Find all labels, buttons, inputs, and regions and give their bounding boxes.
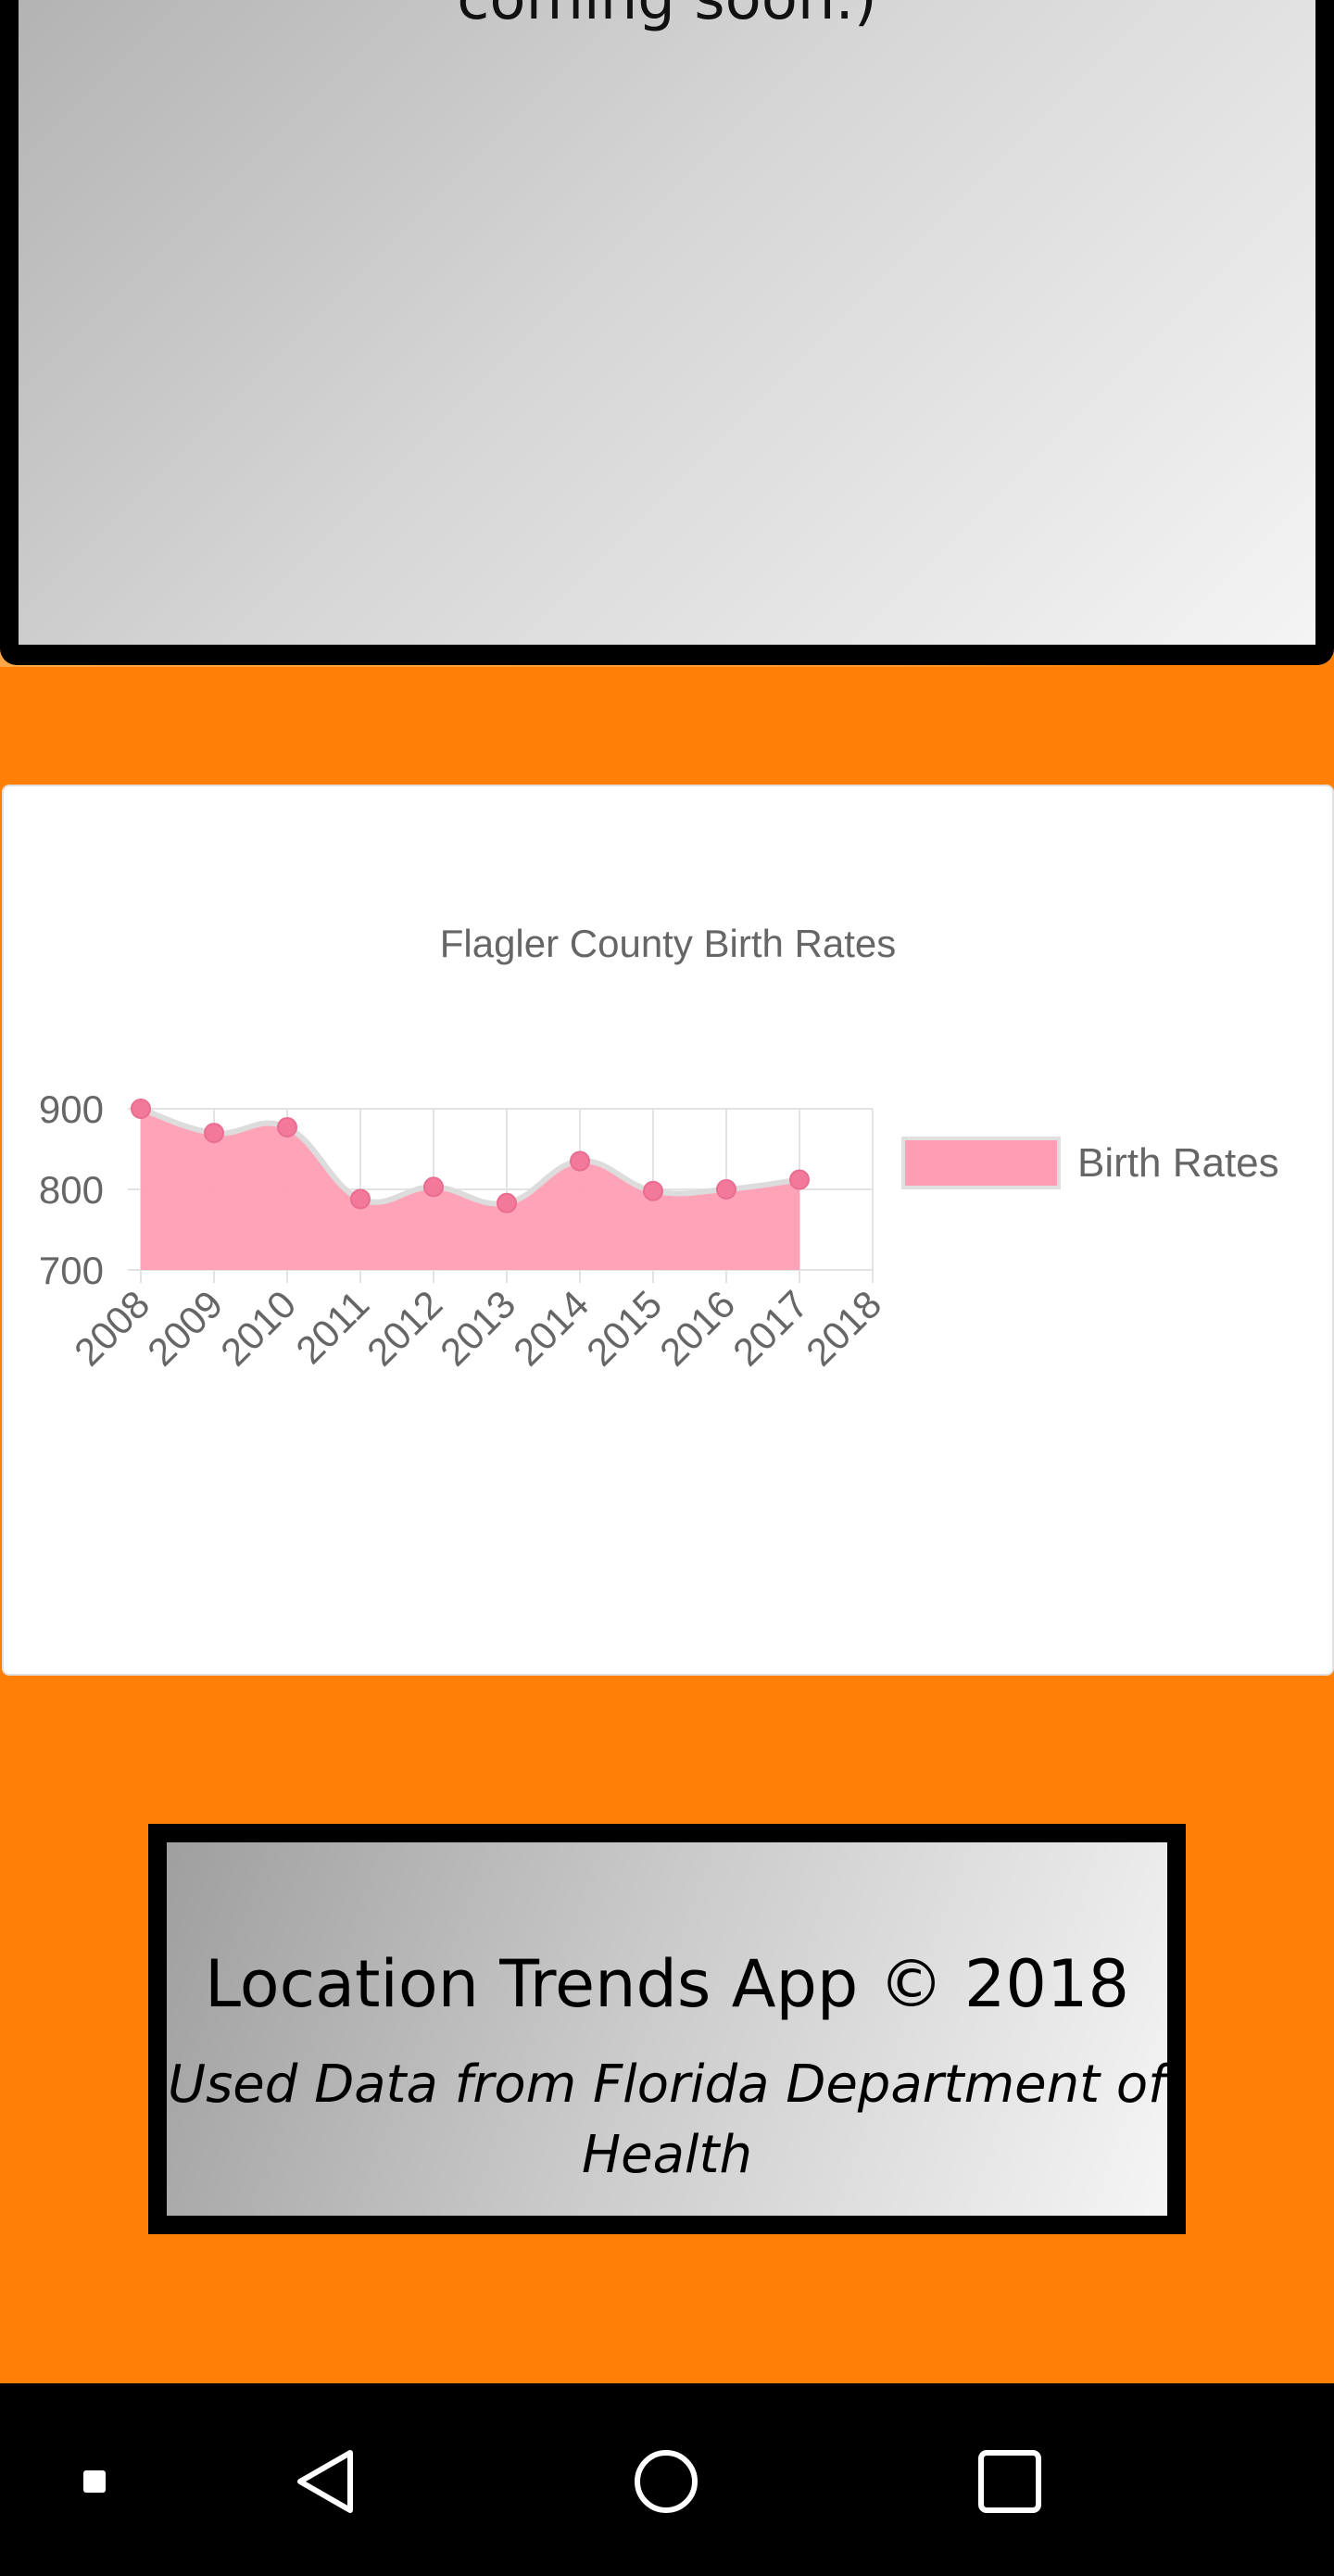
footer: Location Trends App © 2018 Used Data fro… [148,1824,1186,2234]
y-axis-ticks: 700 800 900 [39,1087,104,1292]
info-card-panel: coming soon.) [19,0,1315,645]
data-point [350,1188,371,1210]
x-tick-label: 2016 [651,1282,743,1374]
chart-area [140,1106,800,1270]
footer-title: Location Trends App © 2018 [204,1946,1129,2022]
x-tick-label: 2009 [139,1282,231,1374]
y-tick-label: 900 [39,1087,104,1131]
coming-soon-text: coming soon.) [19,0,1315,33]
x-tick-label: 2018 [798,1282,889,1374]
data-point [643,1180,663,1201]
back-triangle-icon[interactable] [293,2449,358,2514]
data-point [570,1150,590,1172]
footer-subtitle: Used Data from Florida Department of Hea… [168,2055,1166,2185]
data-point [277,1117,297,1138]
chart-card: Flagler County Birth Rates 700 800 900 200… [2,785,1334,1676]
recents-square-icon[interactable] [977,2449,1042,2514]
x-tick-label: 2008 [66,1282,157,1374]
x-tick-label: 2015 [578,1282,670,1374]
data-point [716,1179,736,1200]
x-axis-ticks: 2008200920102011201220132014201520162017… [66,1282,889,1374]
chart-points [131,1099,810,1213]
data-point [204,1123,224,1144]
birth-rates-chart: Flagler County Birth Rates 700 800 900 200… [39,922,1279,1374]
home-circle-icon[interactable] [634,2449,698,2514]
x-tick-label: 2012 [359,1282,450,1374]
series-area [141,1109,799,1270]
y-tick-label: 700 [39,1249,104,1292]
data-point [497,1192,517,1213]
data-point [423,1176,444,1198]
footer-panel: Location Trends App © 2018 Used Data fro… [167,1842,1167,2216]
x-tick-label: 2013 [432,1282,523,1374]
chart-title: Flagler County Birth Rates [440,922,897,965]
chart-legend[interactable]: Birth Rates [901,1137,1279,1189]
data-point [789,1169,810,1190]
x-tick-label: 2017 [724,1282,816,1374]
x-tick-label: 2010 [212,1282,304,1374]
small-square-icon[interactable] [83,2470,106,2493]
y-tick-label: 800 [39,1168,104,1212]
info-card: coming soon.) [0,0,1334,665]
legend-swatch[interactable] [901,1137,1061,1189]
x-tick-label: 2011 [287,1282,377,1372]
data-point [131,1099,151,1119]
legend-label[interactable]: Birth Rates [1077,1140,1279,1186]
series-line [140,1106,800,1207]
x-tick-label: 2014 [505,1282,597,1374]
android-navigation-bar [0,2383,1334,2576]
